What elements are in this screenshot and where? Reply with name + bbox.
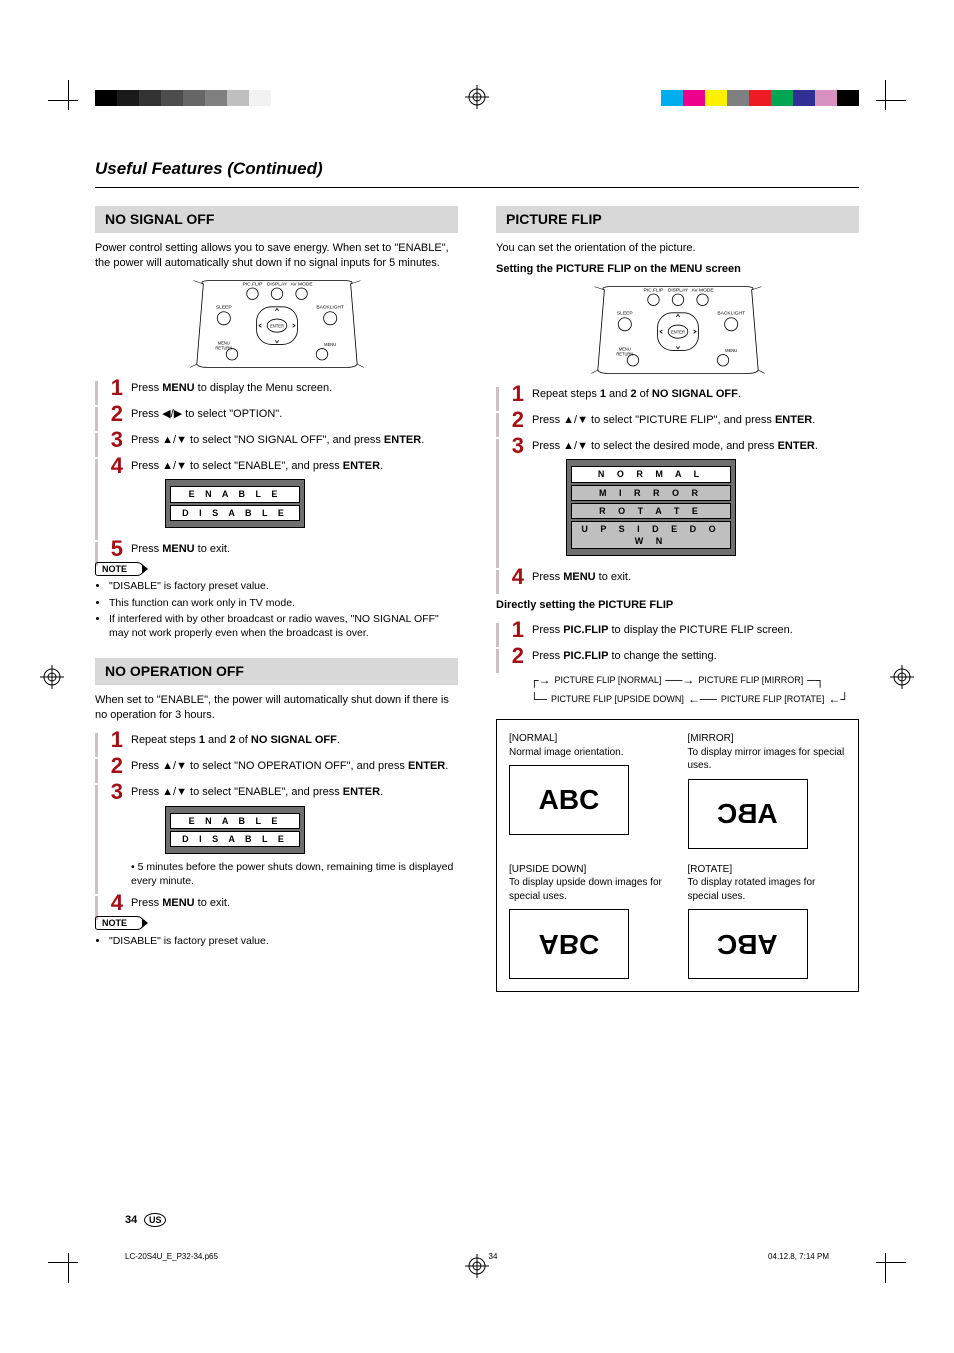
step: 3 Press ▲/▼ to select "NO SIGNAL OFF", an…	[95, 429, 458, 451]
step-number: 2	[502, 409, 524, 431]
document-info-line: LC-20S4U_E_P32-34.p65 34 04.12.8, 7:14 P…	[125, 1252, 829, 1263]
picture-flip-intro: You can set the orientation of the pictu…	[496, 241, 859, 256]
step: 4 Press MENU to exit.	[496, 566, 859, 588]
no-op-notes: "DISABLE" is factory preset value.	[95, 934, 458, 948]
step-number: 1	[502, 619, 524, 641]
note-item: If interfered with by other broadcast or…	[109, 612, 458, 640]
step-text: Press ▲/▼ to select "ENABLE", and press …	[131, 781, 458, 888]
flip-examples-grid: [NORMAL]Normal image orientation. ABC [M…	[496, 719, 859, 992]
step: 5 Press MENU to exit.	[95, 538, 458, 560]
flip-example-upside-down: [UPSIDE DOWN]To display upside down imag…	[509, 863, 668, 980]
step-text: Press MENU to display the Menu screen.	[131, 377, 458, 396]
step: 1 Press PIC.FLIP to display the PICTURE F…	[496, 619, 859, 641]
step-text: Press MENU to exit.	[131, 538, 458, 557]
note-label: NOTE	[95, 562, 144, 576]
step-number: 4	[101, 892, 123, 914]
remote-diagram	[588, 285, 768, 375]
step-text: Press MENU to exit.	[532, 566, 859, 585]
step-text: Press ▲/▼ to select "PICTURE FLIP", and …	[532, 409, 859, 428]
picture-flip-cycle-diagram: ┌→PICTURE FLIP [NORMAL] ──→PICTURE FLIP …	[530, 671, 859, 709]
step: 4 Press ▲/▼ to select "ENABLE", and press…	[95, 455, 458, 534]
step-text: Press PIC.FLIP to display the PICTURE FL…	[532, 619, 859, 638]
step-number: 2	[101, 755, 123, 777]
flip-example-normal: [NORMAL]Normal image orientation. ABC	[509, 732, 668, 849]
step-number: 3	[101, 781, 123, 803]
registration-mark-right	[890, 665, 914, 689]
page-footer: 34 US	[125, 1213, 829, 1228]
no-signal-notes: "DISABLE" is factory preset value. This f…	[95, 579, 458, 640]
step: 2 Press PIC.FLIP to change the setting.	[496, 645, 859, 667]
step: 2 Press ▲/▼ to select "PICTURE FLIP", and…	[496, 409, 859, 431]
step-text: Press ▲/▼ to select the desired mode, an…	[532, 435, 859, 563]
step-number: 3	[101, 429, 123, 451]
step: 3 Press ▲/▼ to select "ENABLE", and press…	[95, 781, 458, 888]
step-number: 2	[101, 403, 123, 425]
left-column: NO SIGNAL OFF Power control setting allo…	[95, 206, 458, 992]
note-item: "DISABLE" is factory preset value.	[109, 579, 458, 593]
step: 1 Press MENU to display the Menu screen.	[95, 377, 458, 399]
step-text: Repeat steps 1 and 2 of NO SIGNAL OFF.	[131, 729, 458, 748]
step: 4 Press MENU to exit.	[95, 892, 458, 914]
step-number: 1	[101, 729, 123, 751]
osd-item: E N A B L E	[170, 486, 300, 502]
registration-mark-top	[465, 85, 489, 109]
heading-no-operation-off: NO OPERATION OFF	[95, 658, 458, 685]
osd-menu: E N A B L E D I S A B L E	[165, 806, 305, 854]
osd-item: E N A B L E	[170, 813, 300, 829]
note-item: This function can work only in TV mode.	[109, 596, 458, 610]
no-op-intro: When set to "ENABLE", the power will aut…	[95, 693, 458, 723]
step-number: 4	[502, 566, 524, 588]
step: 2 Press ◀/▶ to select "OPTION".	[95, 403, 458, 425]
step-text: Press PIC.FLIP to change the setting.	[532, 645, 859, 664]
step: 1 Repeat steps 1 and 2 of NO SIGNAL OFF.	[496, 383, 859, 405]
registration-mark-left	[40, 665, 64, 689]
osd-item: D I S A B L E	[170, 831, 300, 847]
step-text: Press MENU to exit.	[131, 892, 458, 911]
heading-no-signal-off: NO SIGNAL OFF	[95, 206, 458, 233]
step-number: 3	[502, 435, 524, 457]
grayscale-swatchbar	[95, 90, 293, 106]
flip-example-rotate: [ROTATE]To display rotated images for sp…	[688, 863, 847, 980]
crop-mark-tl	[48, 80, 88, 120]
no-signal-intro: Power control setting allows you to save…	[95, 241, 458, 271]
step: 3 Press ▲/▼ to select the desired mode, a…	[496, 435, 859, 563]
osd-item: R O T A T E	[571, 503, 731, 519]
right-column: PICTURE FLIP You can set the orientation…	[496, 206, 859, 992]
osd-item: U P S I D E D O W N	[571, 521, 731, 549]
picture-flip-sub2: Directly setting the PICTURE FLIP	[496, 598, 859, 613]
note-label: NOTE	[95, 916, 144, 930]
osd-item: N O R M A L	[571, 466, 731, 482]
osd-item: M I R R O R	[571, 485, 731, 501]
step-number: 5	[101, 538, 123, 560]
step-number: 2	[502, 645, 524, 667]
step-number: 1	[101, 377, 123, 399]
osd-menu: E N A B L E D I S A B L E	[165, 479, 305, 527]
step-text: Press ▲/▼ to select "NO SIGNAL OFF", and…	[131, 429, 458, 448]
step: 1 Repeat steps 1 and 2 of NO SIGNAL OFF.	[95, 729, 458, 751]
page-number: 34	[125, 1214, 137, 1226]
region-badge: US	[144, 1213, 166, 1227]
remote-diagram	[187, 279, 367, 369]
step-number: 4	[101, 455, 123, 477]
crop-mark-br	[866, 1243, 906, 1283]
flip-example-mirror: [MIRROR]To display mirror images for spe…	[688, 732, 847, 849]
osd-item: D I S A B L E	[170, 505, 300, 521]
page-title: Useful Features (Continued)	[95, 158, 859, 188]
step-text: Press ◀/▶ to select "OPTION".	[131, 403, 458, 422]
shutdown-note: • 5 minutes before the power shuts down,…	[131, 860, 458, 888]
color-swatchbar	[661, 90, 859, 106]
crop-mark-bl	[48, 1243, 88, 1283]
step-text: Repeat steps 1 and 2 of NO SIGNAL OFF.	[532, 383, 859, 402]
step-number: 1	[502, 383, 524, 405]
crop-mark-tr	[866, 80, 906, 120]
osd-menu-modes: N O R M A L M I R R O R R O T A T E U P S I…	[566, 459, 736, 556]
heading-picture-flip: PICTURE FLIP	[496, 206, 859, 233]
step-text: Press ▲/▼ to select "ENABLE", and press …	[131, 455, 458, 534]
step-text: Press ▲/▼ to select "NO OPERATION OFF", …	[131, 755, 458, 774]
step: 2 Press ▲/▼ to select "NO OPERATION OFF",…	[95, 755, 458, 777]
picture-flip-sub1: Setting the PICTURE FLIP on the MENU scr…	[496, 262, 859, 277]
note-item: "DISABLE" is factory preset value.	[109, 934, 458, 948]
